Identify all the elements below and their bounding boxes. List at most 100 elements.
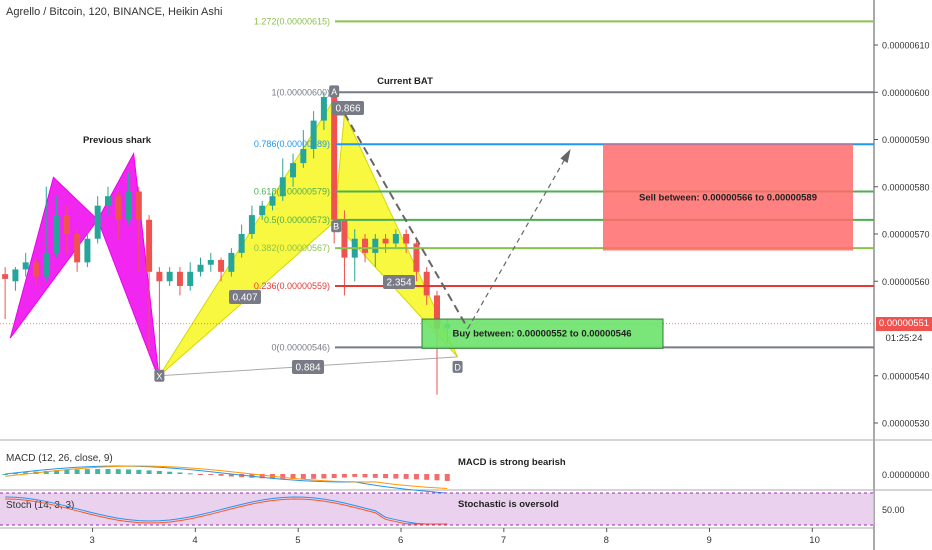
macd-histogram-bar (434, 474, 440, 481)
candle-body (166, 271, 173, 282)
candle-body (290, 163, 297, 178)
candle-body (156, 271, 163, 282)
ratio-label: 2.354 (386, 278, 411, 289)
candle-body (176, 271, 183, 286)
candle-body (372, 238, 379, 253)
macd-histogram-bar (115, 469, 121, 474)
candle-body (382, 238, 389, 244)
candle-body (269, 196, 276, 206)
countdown-label: 01:25:24 (876, 332, 932, 346)
candle-body (238, 234, 245, 253)
point-label: D (454, 362, 461, 372)
ratio-label-bg (229, 290, 261, 304)
x-tick-label: 7 (501, 535, 506, 546)
y-tick-label: 0.00000540 (882, 371, 930, 381)
macd-histogram-bar (167, 471, 173, 474)
candle-body (94, 205, 101, 239)
x-tick-label: 3 (90, 535, 95, 546)
candle-body (403, 234, 410, 244)
candle-body (392, 234, 399, 244)
macd-histogram-bar (321, 474, 327, 479)
candle-body (320, 96, 327, 121)
candle-body (423, 271, 430, 296)
y-tick-label: 0.00000530 (882, 419, 930, 429)
macd-histogram-bar (64, 469, 70, 474)
candle-body (12, 269, 19, 282)
macd-histogram-bar (146, 470, 152, 474)
ratio-label: 0.884 (295, 363, 320, 374)
macd-annotation: MACD is strong bearish (458, 457, 566, 468)
point-label-bg (154, 369, 165, 382)
fib-level-label: 1.272(0.00000615) (254, 16, 330, 26)
signal-line (5, 465, 448, 490)
bat-projection-down (343, 113, 469, 329)
stoch-y-tick: 50.00 (882, 505, 905, 515)
candle-body (135, 191, 142, 220)
current-price-label: 0.00000551 (876, 317, 932, 331)
candle-body (115, 196, 122, 220)
macd-histogram-bar (352, 474, 358, 477)
candle-body (32, 262, 39, 277)
point-label-bg (452, 360, 463, 373)
stoch-title: Stoch (14, 3, 3) (6, 500, 74, 511)
macd-histogram-bar (372, 474, 378, 478)
macd-histogram-bar (2, 474, 8, 475)
y-tick-label: 0.00000570 (882, 230, 930, 240)
macd-histogram-bar (208, 474, 214, 475)
candle-body (104, 196, 111, 206)
fib-level-label: 0.5(0.00000573) (264, 215, 330, 225)
previous-shark-label: Previous shark (83, 135, 152, 146)
macd-histogram-bar (74, 469, 80, 474)
macd-histogram-bar (95, 469, 101, 474)
stoch-annotation: Stochastic is oversold (458, 499, 559, 510)
stoch-d-line (5, 498, 448, 525)
point-label: B (333, 222, 339, 232)
y-tick-label: 0.00000600 (882, 88, 930, 98)
x-tick-label: 5 (295, 535, 300, 546)
fib-level-label: 0(0.00000546) (271, 342, 330, 352)
macd-y-tick: 0.00000000 (882, 470, 930, 480)
candle-body (300, 148, 307, 164)
macd-histogram-bar (12, 473, 18, 475)
macd-histogram-bar (383, 474, 389, 479)
candle-body (146, 219, 153, 272)
macd-histogram-bar (280, 474, 286, 479)
macd-histogram-bar (393, 474, 399, 479)
sell-zone (603, 144, 853, 251)
candle-body (84, 238, 91, 263)
candle-body (362, 238, 369, 253)
x-tick-label: 9 (706, 535, 711, 546)
ratio-label: 0.407 (232, 293, 257, 304)
macd-histogram-bar (228, 474, 234, 477)
macd-histogram-bar (331, 474, 337, 479)
shark-triangle-left (9, 176, 99, 339)
fib-level-label: 0.382(0.00000567) (254, 243, 330, 253)
candle-body (259, 205, 266, 216)
arrow-head (560, 148, 571, 164)
candle-body (2, 274, 9, 279)
point-label: X (156, 371, 162, 381)
candle-body (74, 234, 81, 263)
current-bat-label: Current BAT (377, 76, 433, 87)
candle-body (22, 262, 29, 270)
candle-body (434, 295, 440, 329)
macd-histogram-bar (341, 474, 347, 478)
y-tick-label: 0.00000610 (882, 41, 930, 51)
point-label-bg (331, 220, 342, 233)
buy-zone-label: Buy between: 0.00000552 to 0.00000546 (452, 329, 631, 340)
macd-title: MACD (12, 26, close, 9) (6, 453, 113, 464)
macd-histogram-bar (444, 474, 450, 481)
candle-body (310, 120, 317, 149)
x-tick-label: 4 (192, 535, 197, 546)
candle-body (228, 252, 235, 272)
macd-histogram-bar (300, 474, 306, 479)
bat-projection-up (467, 148, 572, 329)
ratio-label-bg (332, 101, 364, 115)
fib-level-label: 1(0.00000600) (271, 87, 330, 97)
candle-body (63, 215, 70, 234)
macd-line (5, 465, 448, 494)
candle-body (341, 219, 348, 258)
macd-histogram-bar (136, 469, 142, 474)
